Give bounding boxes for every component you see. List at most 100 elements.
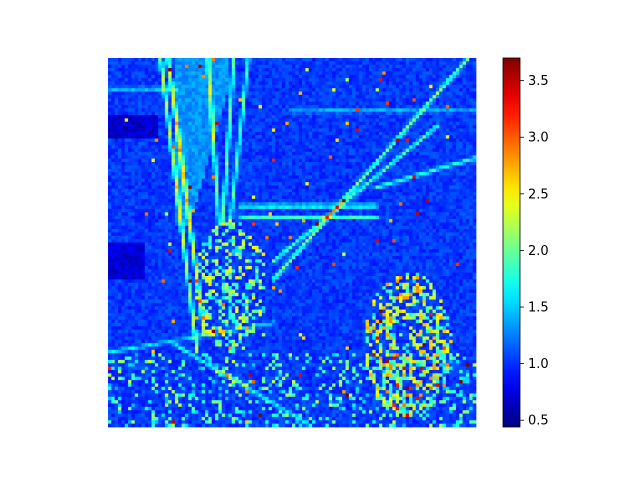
heatmap-cell [151,145,156,149]
heatmap-cell [108,161,112,166]
heatmap-cell [161,155,166,159]
heatmap-cell [205,115,209,119]
heatmap-cell [114,155,119,159]
heatmap-cell [235,158,239,163]
heatmap-cell [218,91,223,96]
heatmap-cell [392,172,397,176]
heatmap-cell [241,61,246,66]
heatmap-cell [365,98,370,102]
heatmap-cell [465,138,470,143]
heatmap-cell [462,141,467,146]
heatmap-cell [392,168,397,173]
heatmap-cell [221,121,226,126]
heatmap-cell [328,135,333,139]
heatmap-cell [465,165,470,170]
heatmap-cell [358,198,363,203]
heatmap-cell [225,198,229,203]
heatmap-cell [292,155,296,159]
heatmap-cell [435,202,440,206]
heatmap-cell [191,64,196,69]
heatmap-cell [144,158,149,163]
heatmap-cell [171,138,176,143]
heatmap-cell [201,165,206,170]
heatmap-cell [218,104,223,109]
heatmap-cell [365,168,370,173]
heatmap-cell [241,168,246,173]
heatmap-cell [399,84,403,89]
heatmap-cell [429,125,433,129]
heatmap-cell [409,125,413,129]
heatmap-cell [215,148,219,153]
heatmap-cell [188,121,192,126]
heatmap-cell [138,111,142,116]
heatmap-cell [265,108,269,113]
heatmap-cell [144,58,149,62]
heatmap-cell [268,104,273,109]
heatmap-cell [465,115,470,119]
heatmap-cell [422,121,427,126]
heatmap-cell [378,205,383,210]
heatmap-cell [465,202,470,206]
heatmap-cell [275,178,279,183]
heatmap-cell [352,172,356,176]
heatmap-cell [108,74,112,79]
heatmap-cell [382,108,387,113]
heatmap-cell [375,151,380,156]
heatmap-cell [158,185,162,190]
heatmap-cell [432,138,437,143]
heatmap-cell [335,71,340,76]
heatmap-cell [158,178,162,183]
heatmap-cell [141,165,146,170]
heatmap-cell [128,185,132,190]
heatmap-cell [305,108,310,113]
heatmap-cell [295,108,300,113]
heatmap-cell [389,195,393,200]
heatmap-cell [355,168,360,173]
heatmap-cell [124,68,129,72]
heatmap-cell [442,188,447,193]
heatmap-cell [265,195,269,200]
heatmap-cell [275,168,279,173]
heatmap-cell [161,202,166,206]
heatmap-cell [201,192,206,196]
heatmap-cell [211,172,216,176]
heatmap-cell [455,81,460,86]
heatmap-cell [345,101,350,106]
heatmap-cell [292,178,296,183]
heatmap-cell [332,185,336,190]
heatmap-cell [215,198,219,203]
heatmap-cell [208,125,213,129]
heatmap-cell [151,104,156,109]
heatmap-cell [292,148,296,153]
heatmap-cell [181,182,186,186]
heatmap-cell [238,208,243,213]
heatmap-cell [271,118,276,123]
heatmap-cell [419,61,423,66]
heatmap-cell [261,88,266,92]
heatmap-cell [362,91,366,96]
heatmap-cell [111,131,116,136]
heatmap-cell [285,84,290,89]
heatmap-cell [261,61,266,66]
heatmap-cell [121,182,126,186]
heatmap-cell [308,61,313,66]
heatmap-cell [218,148,223,153]
heatmap-cell [278,91,283,96]
heatmap-cell [181,101,186,106]
heatmap-cell [298,195,303,200]
heatmap-cell [258,192,263,196]
heatmap-cell [455,205,460,210]
heatmap-cell [171,108,176,113]
heatmap-cell [281,98,286,102]
heatmap-cell [365,141,370,146]
heatmap-cell [338,74,343,79]
heatmap-cell [432,148,437,153]
heatmap-cell [412,121,417,126]
heatmap-cell [462,94,467,99]
heatmap-cell [405,64,410,69]
heatmap-cell [245,158,249,163]
heatmap-cell [305,121,310,126]
heatmap-cell [459,141,463,146]
heatmap-cell [201,155,206,159]
heatmap-cell [164,138,169,143]
